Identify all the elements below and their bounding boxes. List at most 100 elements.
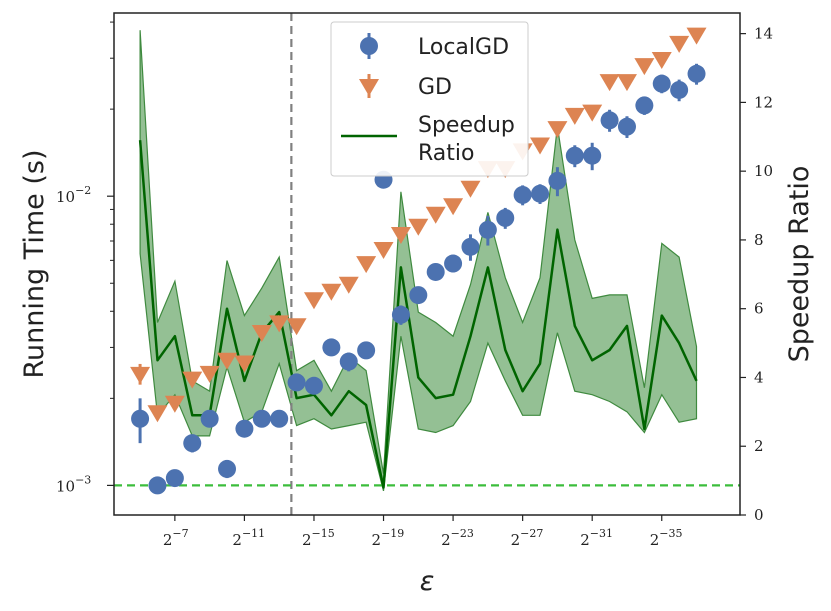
gd-point: [130, 366, 151, 384]
localgd-point: [531, 184, 550, 203]
legend-localgd-marker: [360, 37, 378, 55]
gd-point: [251, 325, 272, 343]
right-y-tick-label: 2: [754, 437, 764, 455]
x-tick-label: 2−15: [302, 527, 335, 549]
right-y-tick-label: 10: [754, 162, 773, 180]
right-y-tick-label: 0: [754, 506, 764, 524]
localgd-point: [304, 376, 323, 395]
localgd-point: [183, 434, 202, 453]
left-y-tick-label: 10−2: [56, 184, 91, 206]
localgd-point: [235, 419, 254, 438]
gd-point: [269, 315, 290, 333]
localgd-point: [409, 286, 428, 305]
localgd-point: [652, 74, 671, 93]
gd-point: [443, 198, 464, 216]
gd-point: [530, 137, 551, 155]
gd-point: [564, 107, 585, 125]
localgd-point: [200, 409, 219, 428]
localgd-point: [565, 146, 584, 165]
gd-point: [147, 405, 168, 423]
localgd-point: [600, 111, 619, 130]
gd-point: [616, 74, 637, 92]
speedup-line-layer: [138, 140, 698, 489]
reference-lines: [114, 13, 740, 515]
plot-frame: [113, 12, 741, 516]
gd-point: [356, 256, 377, 274]
legend-gd-marker: [359, 79, 379, 96]
localgd-point: [513, 185, 532, 204]
legend-entry-gd: GD: [359, 74, 452, 100]
localgd-point: [444, 254, 463, 273]
gd-point: [164, 395, 185, 413]
gd-point: [182, 371, 203, 389]
gd-point: [373, 241, 394, 259]
legend-speedup-label-line2: Ratio: [418, 141, 474, 166]
speedup-band: [139, 30, 698, 492]
right-y-tick-label: 8: [754, 231, 764, 249]
localgd-point: [148, 476, 167, 495]
x-axis-ticks: 2−7 2−11 2−15 2−19 2−23 2−27 2−31 2−35: [163, 515, 683, 549]
localgd-point: [270, 409, 289, 428]
gd-point: [460, 180, 481, 198]
gd-point: [321, 283, 342, 301]
localgd-point: [670, 80, 689, 99]
localgd-point: [322, 338, 341, 357]
localgd-point: [391, 305, 410, 324]
legend: LocalGD GD Speedup Ratio: [330, 21, 529, 177]
localgd-point: [461, 237, 480, 256]
gd-point: [669, 35, 690, 53]
x-tick-label: 2−7: [163, 527, 189, 549]
gd-point: [425, 206, 446, 224]
localgd-point: [357, 341, 376, 360]
x-axis-label: ε: [420, 566, 435, 597]
gd-point: [651, 52, 672, 70]
localgd-point: [218, 459, 237, 478]
x-tick-label: 2−19: [372, 527, 405, 549]
gd-point: [408, 218, 429, 236]
gd-point: [390, 227, 411, 245]
gd-point: [217, 352, 238, 370]
right-y-axis-label: Speedup Ratio: [784, 166, 815, 363]
gd-point: [599, 74, 620, 92]
localgd-point: [496, 208, 515, 227]
legend-entry-localgd: LocalGD: [360, 33, 509, 60]
localgd-point: [131, 409, 150, 428]
gd-point: [199, 365, 220, 383]
gd-point: [234, 355, 255, 373]
gd-point: [338, 276, 359, 294]
localgd-point: [339, 352, 358, 371]
right-y-tick-label: 6: [754, 300, 764, 318]
left-y-axis-label: Running Time (s): [19, 149, 50, 378]
gd-point: [547, 121, 568, 139]
localgd-point: [478, 220, 497, 239]
localgd-point: [287, 373, 306, 392]
localgd-point: [548, 171, 567, 190]
x-tick-label: 2−27: [511, 527, 544, 549]
x-tick-label: 2−35: [650, 527, 683, 549]
legend-speedup-label-line1: Speedup: [418, 113, 515, 138]
legend-box: [330, 21, 529, 177]
localgd-series: [131, 63, 706, 495]
localgd-point: [426, 262, 445, 281]
speedup-ratio-line: [138, 140, 698, 489]
x-tick-label: 2−23: [441, 527, 474, 549]
localgd-point: [635, 96, 654, 115]
gd-point: [582, 104, 603, 122]
localgd-point: [687, 64, 706, 83]
localgd-point: [165, 469, 184, 488]
right-y-tick-label: 12: [754, 93, 773, 111]
left-y-tick-label: 10−3: [56, 473, 91, 495]
legend-gd-label: GD: [418, 75, 452, 100]
localgd-point: [252, 409, 271, 428]
x-tick-label: 2−11: [232, 527, 265, 549]
left-y-axis-ticks: 10−2 10−3: [56, 21, 114, 495]
right-y-tick-label: 14: [754, 25, 773, 43]
localgd-point: [617, 117, 636, 136]
gd-point: [634, 58, 655, 76]
legend-localgd-label: LocalGD: [418, 35, 509, 60]
legend-entry-speedup: Speedup Ratio: [341, 113, 515, 166]
gd-point: [286, 318, 307, 336]
gd-point: [303, 292, 324, 310]
gd-point: [686, 27, 707, 45]
